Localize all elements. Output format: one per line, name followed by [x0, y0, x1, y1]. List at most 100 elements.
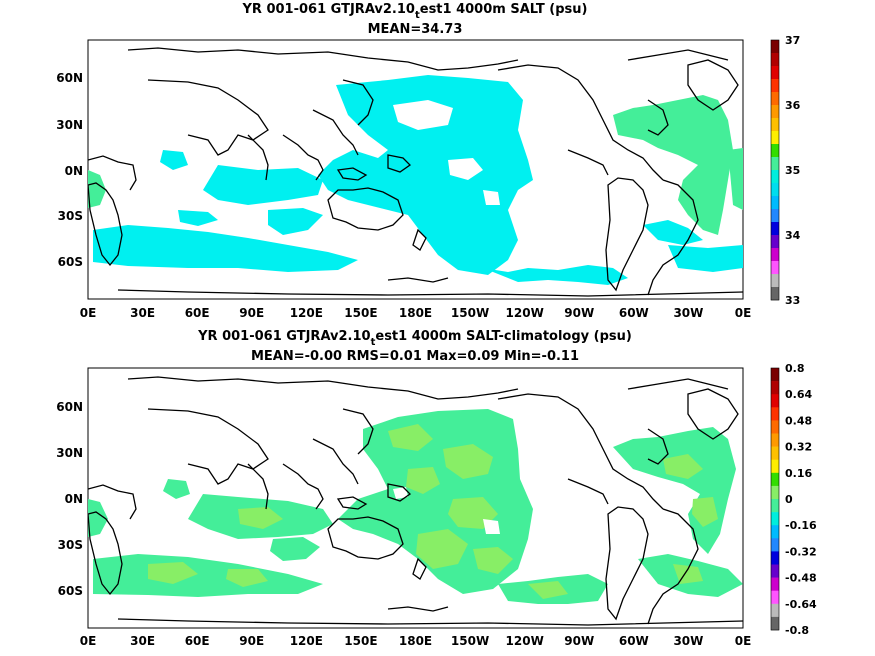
colorbar-swatch	[771, 105, 779, 119]
lon-tick-label: 30E	[130, 634, 155, 648]
colorbar-swatch	[771, 577, 779, 591]
lon-tick-label: 0E	[735, 306, 752, 320]
colorbar-swatch	[771, 499, 779, 513]
colorbar-swatch	[771, 209, 779, 223]
lat-tick-label: 30N	[56, 446, 83, 460]
lat-axis: 60N 30N 0N 30S 60S	[56, 71, 83, 269]
colorbar-swatch	[771, 118, 779, 132]
colorbar: 0.8 0.64 0.48 0.32 0.16 0 -0.16 -0.32 -0.48 -0.64…	[770, 362, 817, 637]
colorbar-swatch	[771, 131, 779, 145]
colorbar-label: 0.8	[785, 362, 805, 375]
lat-tick-label: 60N	[56, 400, 83, 414]
colorbar-swatch	[771, 407, 779, 421]
lon-tick-label: 60E	[185, 306, 210, 320]
field-holes	[393, 487, 588, 534]
lon-tick-label: 90W	[564, 306, 594, 320]
panel-salinity: YR 001-061 GTJRAv2.10test1 4000m SALT (p…	[56, 2, 800, 320]
colorbar-swatch	[771, 222, 779, 236]
field-salty-region	[88, 95, 743, 235]
colorbar-label: 0.16	[785, 467, 812, 480]
lon-tick-label: 30W	[673, 634, 703, 648]
colorbar-swatch	[771, 485, 779, 500]
colorbar-label: -0.8	[785, 624, 809, 637]
colorbar-swatch	[771, 459, 779, 474]
colorbar-swatch	[771, 66, 779, 80]
colorbar-swatch	[771, 144, 779, 158]
colorbar-swatch	[771, 446, 779, 460]
lon-tick-label: 0E	[80, 306, 97, 320]
colorbar-swatch	[771, 433, 779, 447]
lon-tick-label: 0E	[735, 634, 752, 648]
colorbar-swatch	[771, 603, 779, 618]
colorbar-swatch	[771, 53, 779, 67]
colorbar-swatch	[771, 564, 779, 578]
colorbar-frame	[770, 367, 780, 631]
colorbar-label: 36	[785, 99, 801, 112]
lat-tick-label: 30S	[58, 538, 83, 552]
colorbar-swatch	[771, 287, 779, 301]
lon-tick-label: 150W	[451, 634, 489, 648]
colorbar-swatch	[771, 92, 779, 106]
lat-tick-label: 30S	[58, 209, 83, 223]
colorbar-swatch	[771, 157, 779, 171]
panel-title: YR 001-061 GTJRAv2.10test1 4000m SALT-cl…	[197, 329, 632, 348]
colorbar-label: 37	[785, 34, 800, 47]
colorbar-swatch	[771, 196, 779, 210]
salinity-field	[88, 47, 743, 297]
colorbar-swatch	[771, 235, 779, 249]
colorbar-label: -0.16	[785, 519, 817, 532]
lon-tick-label: 120W	[506, 634, 544, 648]
lon-tick-label: 60E	[185, 634, 210, 648]
colorbar-swatch	[771, 261, 779, 275]
lon-tick-label: 180E	[399, 634, 432, 648]
colorbar-swatch	[771, 183, 779, 197]
panel-title: YR 001-061 GTJRAv2.10test1 4000m SALT (p…	[242, 2, 588, 21]
colorbar-swatch	[771, 512, 779, 526]
lon-tick-label: 150E	[344, 634, 377, 648]
colorbar-label: -0.64	[785, 598, 817, 611]
field-holes	[393, 100, 673, 205]
colorbar-label: 0.48	[785, 414, 812, 427]
colorbar-swatch	[771, 525, 779, 539]
lon-tick-label: 90E	[239, 634, 264, 648]
lon-tick-label: 150E	[344, 306, 377, 320]
colorbar-swatch	[771, 381, 779, 395]
colorbar-swatch	[771, 590, 779, 605]
colorbar-frame	[770, 39, 780, 301]
colorbar-swatch	[771, 420, 779, 434]
lon-tick-label: 60W	[619, 306, 649, 320]
colorbar-swatch	[771, 248, 779, 262]
lat-tick-label: 60S	[58, 255, 83, 269]
lon-tick-label: 90E	[239, 306, 264, 320]
lat-axis: 60N 30N 0N 30S 60S	[56, 400, 83, 598]
colorbar-label: 0.64	[785, 388, 812, 401]
colorbar-swatch	[771, 538, 779, 552]
colorbar-label: -0.48	[785, 572, 817, 585]
colorbar-swatch	[771, 368, 779, 382]
lat-tick-label: 30N	[56, 118, 83, 132]
panel-subtitle: MEAN=34.73	[368, 22, 463, 37]
colorbar-label: 35	[785, 164, 800, 177]
lat-tick-label: 60N	[56, 71, 83, 85]
colorbar-swatch	[771, 394, 779, 408]
colorbar-label: 0	[785, 493, 793, 506]
lon-tick-label: 60W	[619, 634, 649, 648]
colorbar-swatch	[771, 40, 779, 54]
lon-tick-label: 30E	[130, 306, 155, 320]
panel-salinity-anomaly: YR 001-061 GTJRAv2.10test1 4000m SALT-cl…	[56, 329, 817, 648]
colorbar-swatch	[771, 551, 779, 565]
lon-axis: 0E 30E 60E 90E 120E 150E 180E 150W 120W 90W 60W 30W…	[80, 306, 752, 320]
panel-subtitle: MEAN=-0.00 RMS=0.01 Max=0.09 Min=-0.11	[251, 349, 579, 364]
lon-tick-label: 150W	[451, 306, 489, 320]
lon-tick-label: 30W	[673, 306, 703, 320]
colorbar-label: 33	[785, 294, 800, 307]
lat-tick-label: 60S	[58, 584, 83, 598]
lat-tick-label: 0N	[65, 492, 83, 506]
lon-tick-label: 120W	[506, 306, 544, 320]
colorbar-swatch	[771, 472, 779, 487]
field-fresh-region	[93, 75, 743, 285]
colorbar: 37 36 35 34 33	[770, 34, 801, 307]
colorbar-swatch	[771, 274, 779, 288]
lon-tick-label: 120E	[290, 306, 323, 320]
